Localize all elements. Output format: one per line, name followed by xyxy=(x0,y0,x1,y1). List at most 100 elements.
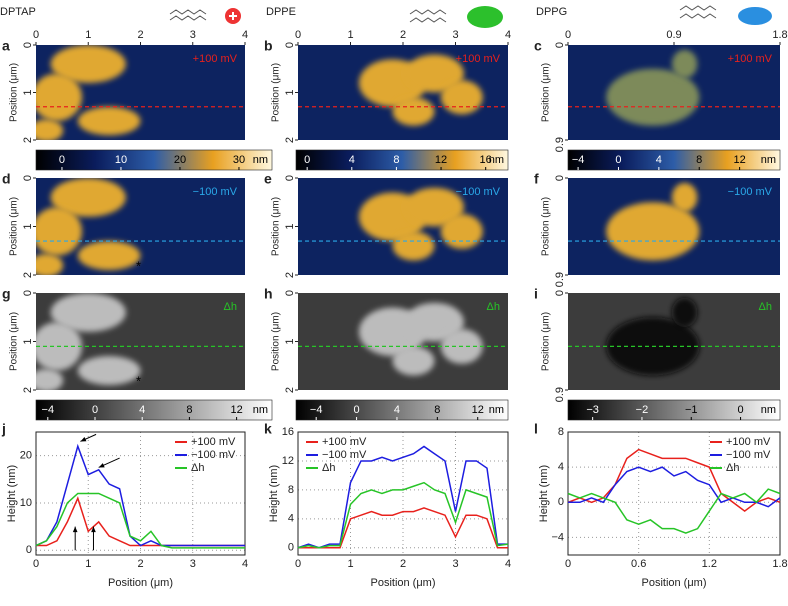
colorbar-unit: nm xyxy=(253,154,268,166)
y-axis-label: Position (μm) xyxy=(541,197,552,256)
y-tick-label: 0 xyxy=(554,290,566,296)
domain xyxy=(36,73,82,121)
y-axis-label: Height (nm) xyxy=(6,465,18,522)
colorbar-tick-label: −4 xyxy=(572,154,585,166)
x-tick-label: 0.6 xyxy=(631,558,646,570)
colorbar-tick-label: −1 xyxy=(685,404,698,416)
x-tick-label: 1 xyxy=(347,558,353,570)
legend-label: −100 mV xyxy=(726,449,771,461)
colorbar xyxy=(295,149,509,171)
domain xyxy=(671,49,698,79)
legend-label: −100 mV xyxy=(322,449,367,461)
x-tick-label: 0 xyxy=(565,29,571,41)
colorbar-tick-label: −3 xyxy=(586,404,599,416)
y-tick-label: 2 xyxy=(284,272,296,278)
domain xyxy=(606,68,700,126)
panel-label: a xyxy=(2,38,10,54)
y-tick-label: 2 xyxy=(22,387,34,393)
domain xyxy=(36,253,64,275)
legend-label: Δh xyxy=(726,462,739,474)
colorbar-unit: nm xyxy=(761,404,776,416)
domain xyxy=(77,106,141,136)
domain xyxy=(392,231,435,261)
x-tick-label: 3 xyxy=(190,558,196,570)
annotation: Δh xyxy=(487,301,500,313)
legend-label: −100 mV xyxy=(191,449,236,461)
annotation: Δh xyxy=(224,301,237,313)
y-tick-label: 4 xyxy=(288,513,294,525)
legend-label: +100 mV xyxy=(322,436,367,448)
data-line xyxy=(297,445,508,549)
domain xyxy=(405,54,464,93)
y-tick-label: 0 xyxy=(22,175,34,181)
y-tick-label: 4 xyxy=(558,461,564,473)
panel-label: g xyxy=(2,286,11,302)
plus-icon xyxy=(229,12,237,20)
domain xyxy=(50,45,126,83)
x-axis-label: Position (μm) xyxy=(370,577,435,589)
column-title: DPTAP xyxy=(0,6,36,18)
colorbar-tick-label: −2 xyxy=(636,404,649,416)
arrow-head xyxy=(98,463,105,468)
arrow-head xyxy=(91,526,96,533)
y-axis-label: Position (μm) xyxy=(271,312,282,371)
domain xyxy=(671,182,698,212)
x-tick-label: 2 xyxy=(400,558,406,570)
y-axis-label: Position (μm) xyxy=(9,197,20,256)
x-axis-label: Position (μm) xyxy=(108,577,173,589)
annotation: −100 mV xyxy=(456,186,501,198)
domain xyxy=(606,202,700,261)
x-tick-label: 0 xyxy=(33,558,39,570)
x-tick-label: 3 xyxy=(452,29,458,41)
y-tick-label: 0 xyxy=(554,42,566,48)
headgroup-icon xyxy=(738,7,772,25)
colorbar-tick-label: 20 xyxy=(174,154,186,166)
afm-image xyxy=(36,45,245,140)
colorbar xyxy=(35,149,273,171)
y-tick-label: 1 xyxy=(284,339,296,345)
colorbar-tick-label: 0 xyxy=(615,154,621,166)
y-tick-label: 0 xyxy=(26,544,32,556)
afm-image xyxy=(568,178,780,275)
headgroup-icon xyxy=(467,6,503,28)
y-axis-label: Position (μm) xyxy=(541,312,552,371)
domain xyxy=(36,368,64,390)
x-tick-label: 1 xyxy=(85,29,91,41)
colorbar-unit: nm xyxy=(761,154,776,166)
colorbar-tick-label: 16 xyxy=(480,154,492,166)
x-tick-label: 0 xyxy=(295,29,301,41)
x-tick-label: 2 xyxy=(137,29,143,41)
x-tick-label: 4 xyxy=(242,29,248,41)
molecule-icons xyxy=(169,5,772,28)
lipid-icon xyxy=(169,9,207,21)
afm-image xyxy=(568,45,780,140)
asterisk: * xyxy=(136,373,141,388)
panel-label: e xyxy=(264,171,272,187)
y-tick-label: 2 xyxy=(22,272,34,278)
data-line xyxy=(567,488,781,534)
colorbar-tick-label: −4 xyxy=(42,404,55,416)
y-tick-label: 0 xyxy=(284,42,296,48)
y-tick-label: 0 xyxy=(284,175,296,181)
y-tick-label: 16 xyxy=(282,426,294,438)
y-tick-label: 1 xyxy=(284,90,296,96)
colorbar-tick-label: −4 xyxy=(310,404,323,416)
y-tick-label: 0 xyxy=(558,496,564,508)
colorbar-tick-label: 12 xyxy=(230,404,242,416)
x-tick-label: 3 xyxy=(190,29,196,41)
column-title: DPPG xyxy=(536,6,567,18)
panel-label: b xyxy=(264,38,273,54)
x-tick-label: 0 xyxy=(565,558,571,570)
y-tick-label: 8 xyxy=(288,484,294,496)
x-tick-label: 0 xyxy=(33,29,39,41)
y-tick-label: 0.9 xyxy=(554,272,566,287)
colorbar-tick-label: 8 xyxy=(393,154,399,166)
afm-image xyxy=(298,293,508,390)
x-tick-label: 4 xyxy=(505,29,511,41)
x-tick-label: 0.9 xyxy=(666,29,681,41)
y-axis-label: Position (μm) xyxy=(271,197,282,256)
plot-frame xyxy=(35,431,246,556)
y-axis-label: Position (μm) xyxy=(9,63,20,122)
colorbar-tick-label: 30 xyxy=(233,154,245,166)
